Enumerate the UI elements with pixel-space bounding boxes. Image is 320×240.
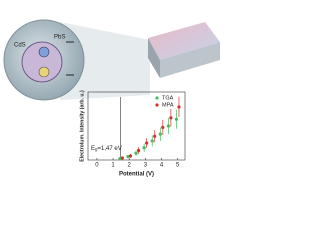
data-point xyxy=(120,156,124,160)
data-point xyxy=(177,105,181,109)
legend-label: MPA xyxy=(162,102,174,108)
threshold-subscript: g xyxy=(95,147,98,152)
data-point xyxy=(150,139,154,143)
core-label: PbS xyxy=(54,35,65,41)
x-tick-label: 0 xyxy=(95,163,99,169)
x-tick-label: 1 xyxy=(111,163,115,169)
device-side xyxy=(148,38,160,78)
core xyxy=(21,41,63,83)
threshold-label: =1,47 eV xyxy=(98,146,122,152)
data-point xyxy=(169,116,173,120)
legend-label: TGA xyxy=(162,95,174,101)
data-point xyxy=(126,155,130,159)
x-tick-label: 3 xyxy=(144,163,148,169)
legend-marker xyxy=(155,103,159,107)
zoom-cone xyxy=(60,22,150,100)
x-axis-label: Potential (V) xyxy=(119,172,154,178)
threshold-symbol: E xyxy=(91,146,95,152)
data-point xyxy=(158,132,162,136)
data-point xyxy=(118,157,122,161)
legend-marker xyxy=(155,96,159,100)
x-tick-label: 2 xyxy=(128,163,132,169)
x-tick-label: 5 xyxy=(176,163,180,169)
data-point xyxy=(128,154,133,158)
y-axis-label: Electrolum. Intensity (arb. u.) xyxy=(79,90,85,162)
shell-label: CdS xyxy=(14,43,26,49)
data-point xyxy=(142,146,146,150)
device-front xyxy=(160,42,220,78)
data-point xyxy=(145,141,149,145)
data-point xyxy=(134,151,138,155)
data-point xyxy=(153,134,157,138)
data-point xyxy=(166,124,170,128)
threshold-label: Eg=1,47 eV xyxy=(91,146,122,152)
data-point xyxy=(136,148,141,153)
device-top xyxy=(148,22,220,60)
hole xyxy=(38,66,50,78)
data-point xyxy=(174,117,179,121)
plot-frame xyxy=(87,91,186,161)
figure: CdS PbS 0 1 2 3 4 5 Potential (V) Electrolum. I… xyxy=(3,19,220,178)
electron xyxy=(38,46,50,58)
data-point xyxy=(161,125,165,129)
x-tick-label: 4 xyxy=(160,163,164,169)
